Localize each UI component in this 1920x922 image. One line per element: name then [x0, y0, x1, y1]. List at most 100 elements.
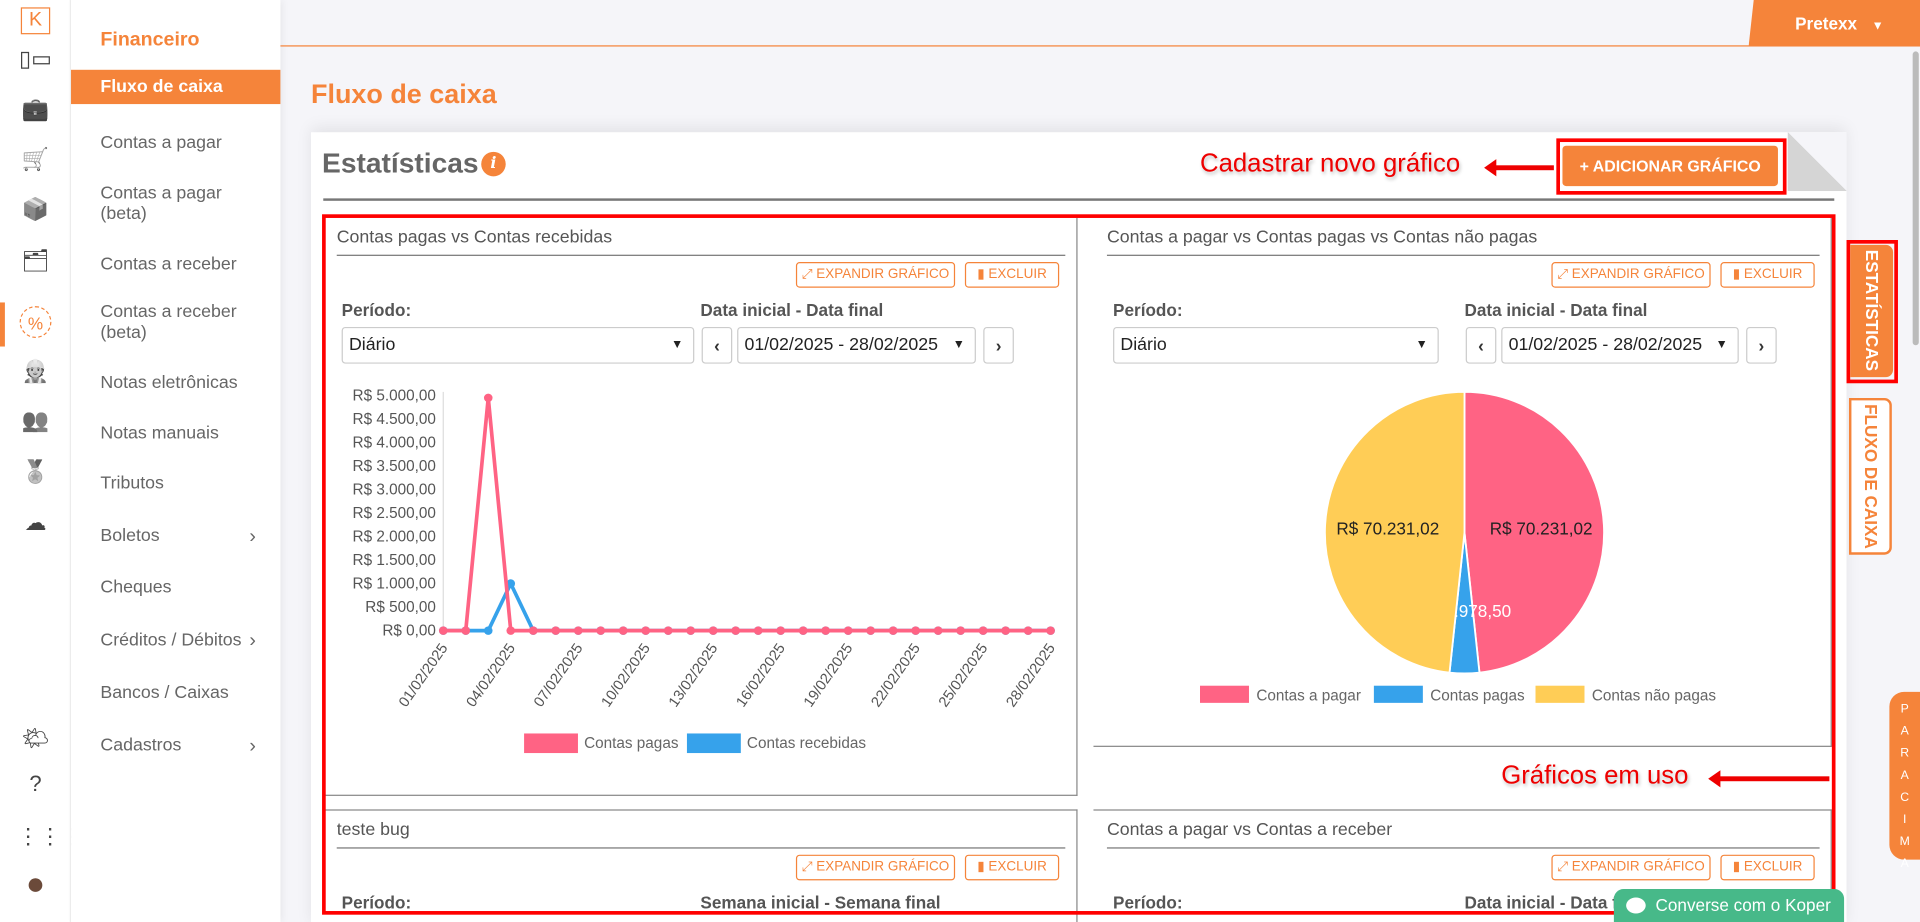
- data-point[interactable]: [461, 626, 471, 635]
- x-tick-label: 19/02/2025: [801, 641, 856, 710]
- scrollbar[interactable]: [1912, 51, 1919, 346]
- sidebar-item[interactable]: Contas a pagar: [71, 133, 280, 154]
- sidebar-item[interactable]: Contas a pagar (beta): [71, 184, 280, 226]
- data-point[interactable]: [573, 626, 583, 635]
- worker-icon[interactable]: 👷: [21, 358, 50, 384]
- legend-label[interactable]: Contas pagas: [584, 735, 679, 752]
- data-point[interactable]: [911, 626, 920, 635]
- data-point[interactable]: [483, 626, 493, 635]
- dashboard-icon[interactable]: ▯▭: [19, 46, 52, 72]
- period-select[interactable]: Diário ▼: [1113, 326, 1439, 364]
- data-point[interactable]: [1046, 626, 1055, 635]
- info-icon[interactable]: i: [481, 151, 506, 177]
- range-label: Data inicial - Data final: [1464, 892, 1648, 913]
- data-point[interactable]: [528, 626, 538, 635]
- user-menu[interactable]: Pretexx ▼: [1748, 0, 1920, 47]
- data-point[interactable]: [596, 626, 606, 635]
- data-point[interactable]: [1001, 626, 1010, 635]
- data-point[interactable]: [731, 626, 740, 635]
- next-range-button[interactable]: ›: [983, 326, 1014, 364]
- next-range-button[interactable]: ›: [1746, 326, 1777, 364]
- sidebar-item-label: Notas manuais: [100, 423, 219, 444]
- legend-label[interactable]: Contas pagas: [1430, 687, 1525, 704]
- data-point[interactable]: [686, 626, 695, 635]
- pie-slice[interactable]: [1323, 390, 1466, 674]
- delete-chart-button[interactable]: ▮ EXCLUIR: [1720, 262, 1815, 288]
- x-tick-label: 07/02/2025: [531, 641, 586, 710]
- data-point[interactable]: [888, 626, 898, 635]
- cloud-upload-icon[interactable]: ☁: [24, 510, 47, 536]
- users-icon[interactable]: 👥: [21, 407, 50, 433]
- data-point[interactable]: [618, 626, 628, 635]
- data-point[interactable]: [438, 626, 448, 635]
- data-point[interactable]: [506, 579, 516, 588]
- sidebar-item[interactable]: Créditos / Débitos ›: [71, 631, 280, 652]
- sidebar-item[interactable]: Notas manuais: [71, 424, 280, 445]
- apps-grid-icon[interactable]: ⋮⋮⋮: [17, 824, 84, 849]
- y-tick-label: R$ 3.000,00: [353, 481, 436, 498]
- avatar[interactable]: ●: [25, 864, 46, 902]
- tab-cash-flow[interactable]: FLUXO DE CAIXA: [1848, 397, 1892, 555]
- sidebar-item-label: Notas eletrônicas: [100, 373, 238, 394]
- data-point[interactable]: [641, 626, 651, 635]
- data-point[interactable]: [978, 626, 988, 635]
- previous-range-button[interactable]: ‹: [701, 326, 733, 364]
- data-point[interactable]: [663, 626, 673, 635]
- expand-chart-button[interactable]: ⤢ EXPANDIR GRÁFICO: [795, 262, 956, 288]
- data-point[interactable]: [933, 626, 943, 635]
- legend-label[interactable]: Contas não pagas: [1592, 687, 1717, 704]
- data-point[interactable]: [776, 626, 785, 635]
- date-range-select[interactable]: 01/02/2025 - 28/02/2025 ▼: [1501, 326, 1739, 364]
- delete-chart-button[interactable]: ▮ EXCLUIR: [1720, 854, 1815, 881]
- delete-chart-button[interactable]: ▮ EXCLUIR: [964, 262, 1060, 288]
- data-point[interactable]: [956, 626, 965, 635]
- expand-chart-button[interactable]: ⤢ EXPANDIR GRÁFICO: [1551, 854, 1711, 881]
- data-point[interactable]: [821, 626, 830, 635]
- briefcase-icon[interactable]: 💼: [21, 96, 50, 122]
- submenu: Financeiro Fluxo de caixa Contas a pagar C…: [71, 0, 281, 922]
- sidebar-item[interactable]: Contas a receber (beta): [71, 302, 280, 344]
- expand-chart-button[interactable]: ⤢ EXPANDIR GRÁFICO: [795, 854, 956, 881]
- data-point[interactable]: [866, 626, 875, 635]
- box-icon[interactable]: 📦: [21, 197, 50, 222]
- tab-statistics[interactable]: ESTATÍSTICAS: [1850, 244, 1894, 378]
- legend-label[interactable]: Contas recebidas: [747, 735, 866, 752]
- caret-down-icon: ▼: [1871, 19, 1884, 34]
- percent-icon[interactable]: %: [19, 306, 52, 338]
- data-point[interactable]: [506, 626, 516, 635]
- chat-button[interactable]: Converse com o Koper: [1613, 888, 1845, 922]
- data-point[interactable]: [708, 626, 718, 635]
- help-icon[interactable]: ?: [29, 771, 42, 796]
- caret-down-icon: ▼: [952, 337, 965, 352]
- date-range-select[interactable]: 01/02/2025 - 28/02/2025 ▼: [737, 326, 976, 364]
- weather-icon[interactable]: 🌤: [21, 726, 50, 751]
- period-select[interactable]: Diário ▼: [341, 326, 695, 364]
- data-point[interactable]: [753, 626, 763, 635]
- sidebar-item[interactable]: Cadastros ›: [71, 736, 280, 757]
- sidebar-item[interactable]: Notas eletrônicas: [71, 373, 280, 394]
- cart-icon[interactable]: 🛒: [21, 146, 50, 172]
- data-point[interactable]: [798, 626, 808, 635]
- logo-k-icon[interactable]: K: [20, 7, 51, 35]
- pie-slice[interactable]: [1463, 390, 1605, 674]
- expand-chart-button[interactable]: ⤢ EXPANDIR GRÁFICO: [1551, 262, 1711, 288]
- data-point[interactable]: [483, 393, 493, 403]
- folder-money-icon[interactable]: 🗂: [21, 248, 50, 274]
- x-tick-label: 28/02/2025: [1004, 641, 1059, 710]
- title-underline: [1106, 254, 1820, 256]
- data-point[interactable]: [551, 626, 561, 635]
- sidebar-item[interactable]: Tributos: [71, 474, 280, 495]
- sidebar-item[interactable]: Bancos / Caixas: [71, 683, 280, 704]
- award-icon[interactable]: 🏅: [21, 459, 50, 484]
- legend-label[interactable]: Contas a pagar: [1256, 687, 1361, 704]
- sidebar-item[interactable]: Cheques: [71, 578, 280, 599]
- delete-chart-button[interactable]: ▮ EXCLUIR: [964, 854, 1060, 881]
- data-point[interactable]: [1023, 626, 1033, 635]
- sidebar-item[interactable]: Fluxo de caixa: [71, 69, 281, 105]
- data-point[interactable]: [843, 626, 853, 635]
- sidebar-item[interactable]: Boletos ›: [71, 527, 280, 548]
- add-chart-button[interactable]: + ADICIONAR GRÁFICO: [1562, 145, 1778, 187]
- sidebar-item[interactable]: Contas a receber: [71, 255, 280, 276]
- previous-range-button[interactable]: ‹: [1465, 326, 1497, 364]
